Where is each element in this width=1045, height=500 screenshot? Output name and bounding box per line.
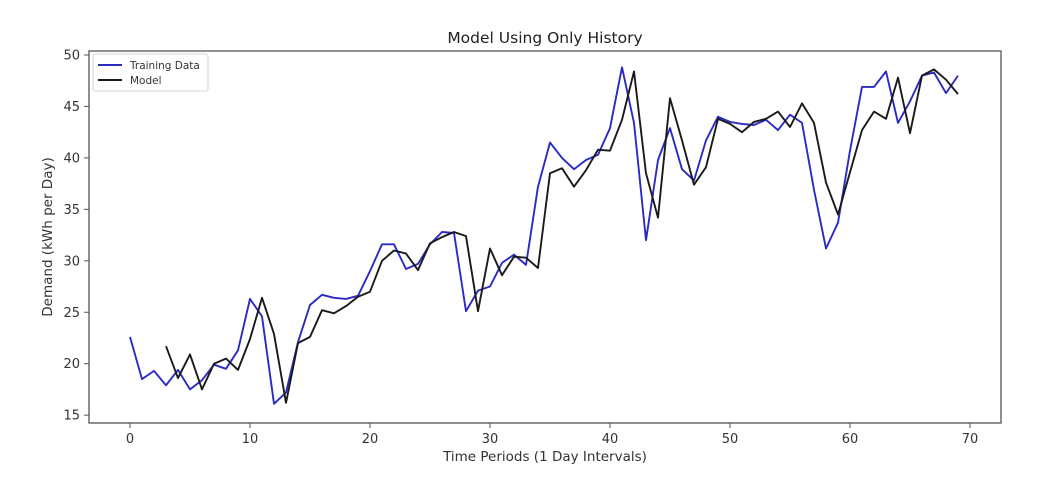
axes-frame bbox=[88, 50, 1002, 424]
x-tick-label: 20 bbox=[362, 432, 379, 447]
x-axis-label: Time Periods (1 Day Intervals) bbox=[442, 449, 647, 465]
x-tick-label: 40 bbox=[602, 432, 619, 447]
x-tick-label: 70 bbox=[962, 432, 979, 447]
series-line-training-data bbox=[129, 66, 959, 405]
legend-label-training-data: Training Data bbox=[129, 60, 200, 72]
x-tick-label: 30 bbox=[482, 432, 499, 447]
legend: Training Data Model bbox=[92, 53, 209, 92]
y-tick-label: 25 bbox=[63, 306, 80, 321]
x-tick-label: 10 bbox=[242, 432, 259, 447]
x-axis: 0 10 20 30 40 50 60 70 bbox=[126, 423, 978, 447]
x-tick-label: 60 bbox=[842, 432, 859, 447]
x-tick-label: 0 bbox=[126, 432, 134, 447]
series-line-model bbox=[165, 68, 959, 404]
y-tick-label: 50 bbox=[63, 49, 80, 64]
legend-label-model: Model bbox=[130, 75, 162, 87]
y-tick-label: 40 bbox=[63, 151, 80, 166]
y-axis: 15 20 25 30 35 40 45 50 bbox=[63, 49, 89, 424]
y-tick-label: 30 bbox=[63, 254, 80, 269]
y-tick-label: 20 bbox=[63, 357, 80, 372]
legend-box bbox=[92, 53, 209, 92]
chart-title: Model Using Only History bbox=[447, 29, 642, 47]
y-tick-label: 45 bbox=[63, 100, 80, 115]
x-tick-label: 50 bbox=[722, 432, 739, 447]
y-tick-label: 15 bbox=[63, 409, 80, 424]
y-tick-label: 35 bbox=[63, 203, 80, 218]
y-axis-label: Demand (kWh per Day) bbox=[40, 157, 56, 316]
plot-area bbox=[129, 66, 959, 405]
